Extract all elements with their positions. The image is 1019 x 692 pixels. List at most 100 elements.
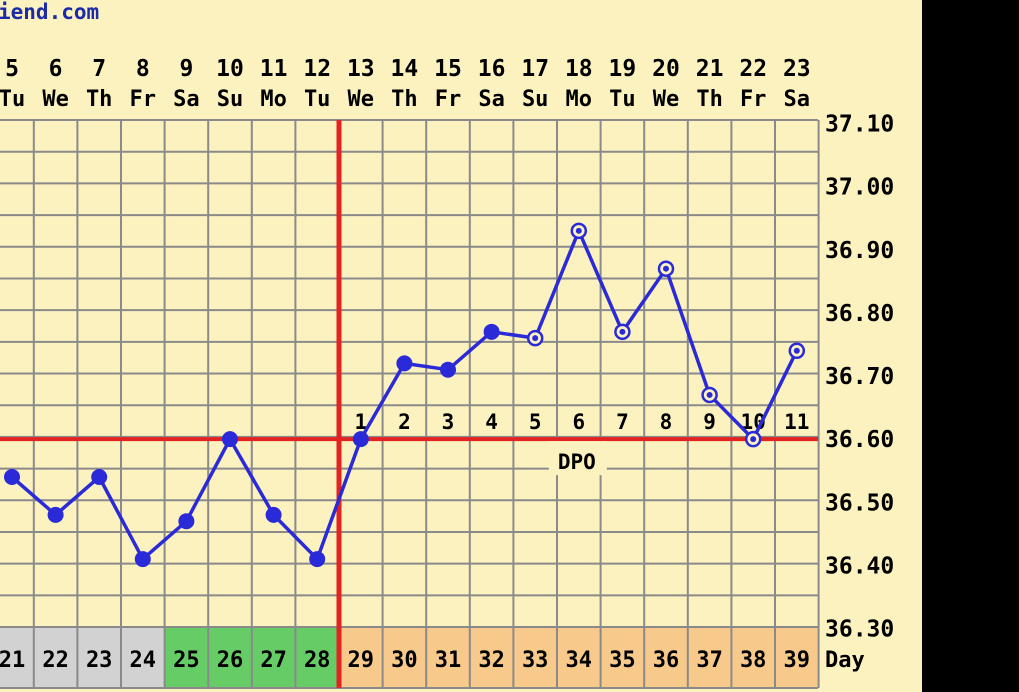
- temp-point-dot: [750, 436, 757, 443]
- cycle-day-label: 33: [522, 648, 549, 673]
- temp-point: [4, 469, 20, 485]
- dpo-number: 8: [660, 410, 673, 434]
- cycle-day-cell: [600, 627, 645, 688]
- cycle-day-cell: [0, 627, 34, 688]
- dpo-number: 7: [616, 410, 629, 434]
- date-label: 23: [783, 56, 811, 82]
- temperature-line: [10, 229, 799, 561]
- cycle-day-cell: [426, 627, 470, 688]
- date-label: 21: [696, 56, 724, 82]
- marker-lines: [0, 120, 818, 688]
- cycle-day-label: 27: [260, 648, 287, 673]
- weekday-label: Th: [696, 87, 723, 112]
- temp-point-dot: [793, 347, 800, 354]
- cycle-day-label: 23: [86, 648, 113, 673]
- dpo-number: 2: [398, 410, 411, 434]
- temp-point: [178, 513, 195, 530]
- temp-point: [483, 323, 500, 340]
- cycle-day-label: 36: [653, 648, 680, 673]
- date-label: 22: [739, 56, 767, 82]
- date-label: 17: [521, 56, 549, 82]
- chart-panel: iend.com 21 22 23 24 25 26 27 28 29 30 31 32 33 34 35 3…: [0, 0, 922, 692]
- date-header: 5 Tu 6 We 7 Th 8 Fr 9 Sa 10 Su 11 Mo 12 Tu 13 We 14 Th 15 Fr 1…: [0, 56, 811, 112]
- cycle-day-cell: [775, 627, 819, 688]
- dpo-number: 6: [572, 410, 585, 434]
- date-label: 15: [434, 56, 462, 82]
- weekday-label: Mo: [260, 87, 287, 112]
- black-margin: [922, 0, 1019, 692]
- temp-point: [352, 431, 369, 448]
- temp-point-dot: [575, 227, 582, 234]
- date-label: 19: [609, 56, 637, 82]
- weekday-label: Sa: [478, 87, 505, 112]
- weekday-label: Tu: [0, 87, 25, 112]
- date-label: 7: [92, 56, 106, 82]
- cycle-day-cell: [687, 627, 732, 688]
- weekday-label: We: [42, 87, 69, 112]
- dpo-number: 1: [354, 410, 367, 434]
- y-tick-label: 36.40: [825, 553, 894, 579]
- y-tick-label: 36.70: [825, 364, 894, 390]
- cycle-day-cell: [513, 627, 557, 688]
- y-tick-label: 37.10: [825, 112, 894, 138]
- temp-point: [222, 431, 238, 448]
- cycle-day-label: 39: [784, 648, 811, 673]
- temp-point: [309, 551, 326, 568]
- weekday-label: Fr: [130, 87, 157, 112]
- site-title: iend.com: [0, 0, 99, 24]
- weekday-label: We: [653, 87, 680, 112]
- date-label: 20: [652, 56, 680, 82]
- cycle-day-label: 25: [173, 648, 200, 673]
- cycle-day-cell: [644, 627, 688, 688]
- weekday-label: Th: [391, 87, 418, 112]
- grid: [0, 119, 820, 689]
- temp-point: [91, 469, 108, 485]
- temp-point-dot: [663, 265, 669, 272]
- weekday-label: Su: [522, 87, 549, 112]
- cycle-day-cell: [295, 627, 339, 688]
- cycle-day-label: 34: [566, 648, 593, 673]
- dpo-label-bg: [548, 441, 607, 476]
- cycle-day-cell: [469, 627, 514, 688]
- cycle-day-label: 38: [740, 648, 767, 673]
- y-tick-label: 37.00: [825, 175, 894, 201]
- cycle-day-cell: [339, 627, 383, 688]
- date-label: 6: [49, 56, 63, 82]
- cycle-day-label: 37: [696, 648, 723, 673]
- cycle-day-label: 31: [435, 648, 462, 673]
- cycle-day-cell: [121, 627, 165, 688]
- cycle-day-label: 29: [348, 648, 375, 673]
- date-label: 5: [5, 56, 19, 82]
- temperature-series: [4, 222, 806, 568]
- dpo-number: 9: [703, 410, 716, 434]
- date-label: 8: [136, 56, 150, 82]
- weekday-label: Mo: [566, 87, 593, 112]
- date-label: 14: [391, 56, 419, 82]
- cycle-day-cell: [208, 627, 252, 688]
- y-tick-label: 36.50: [825, 490, 894, 516]
- weekday-label: Sa: [784, 87, 811, 112]
- cycle-day-label: 21: [0, 648, 25, 673]
- weekday-label: Tu: [609, 87, 636, 112]
- y-tick-label: 36.80: [825, 301, 894, 327]
- temp-point: [396, 355, 413, 372]
- cycle-day-cell: [731, 627, 775, 688]
- y-axis: 37.10 37.00 36.90 36.80 36.70 36.60 36.50 36.40…: [825, 112, 894, 643]
- weekday-label: Sa: [173, 87, 200, 112]
- dpo-number: 11: [784, 410, 809, 434]
- cycle-day-row: 21 22 23 24 25 26 27 28 29 30 31 32 33 34 35 36 37 38 39 Da…: [0, 627, 865, 688]
- weekday-label: Tu: [304, 87, 331, 112]
- y-tick-label: 36.90: [825, 238, 894, 264]
- cycle-day-cell: [164, 627, 209, 688]
- cycle-day-axis-label: Day: [825, 648, 865, 673]
- date-label: 12: [303, 56, 331, 82]
- cycle-day-label: 28: [304, 648, 331, 673]
- cycle-day-label: 32: [478, 648, 505, 673]
- temp-point-dot: [619, 328, 626, 335]
- weekday-label: Fr: [435, 87, 462, 112]
- weekday-label: Th: [86, 87, 113, 112]
- dpo-number: 3: [442, 410, 455, 434]
- temp-point: [134, 551, 151, 568]
- cycle-day-label: 30: [391, 648, 418, 673]
